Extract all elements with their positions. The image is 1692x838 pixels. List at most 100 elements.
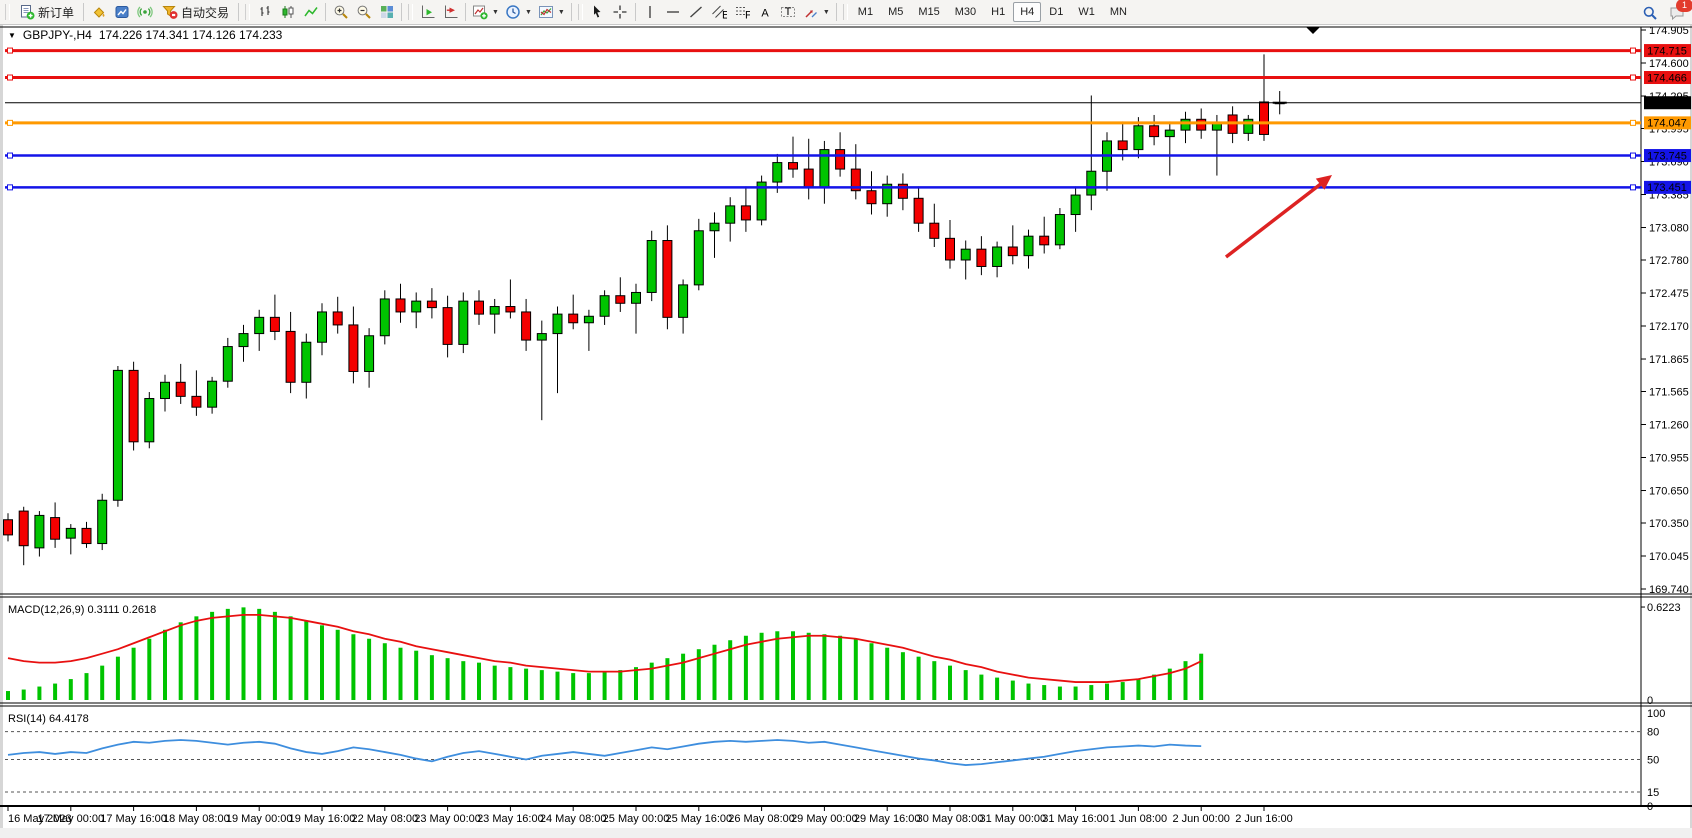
new-order-button[interactable]: 新订单 <box>13 1 80 23</box>
candle <box>144 392 155 449</box>
candle-body <box>740 205 751 221</box>
line-handle[interactable] <box>7 184 13 191</box>
candle-body <box>50 517 61 540</box>
price-badge <box>1644 44 1691 58</box>
templates-button[interactable]: ▼ <box>535 1 568 23</box>
candle-body <box>348 324 359 372</box>
zoom-in-button[interactable] <box>329 1 352 23</box>
horizontal-line-button[interactable] <box>662 1 685 23</box>
rsi-line <box>7 739 1202 766</box>
tab-timeframe-D1[interactable]: D1 <box>1042 2 1070 22</box>
candle-body <box>426 300 437 309</box>
line-handle[interactable] <box>7 47 13 54</box>
vertical-line-button[interactable] <box>639 1 662 23</box>
market-watch-button[interactable] <box>110 1 133 23</box>
toolbar-separator <box>325 3 327 21</box>
macd-histogram-bar <box>712 644 717 700</box>
crosshair-button[interactable] <box>609 1 632 23</box>
chart-shift-button[interactable] <box>439 1 462 23</box>
signals-button[interactable] <box>133 1 156 23</box>
chart-expand-icon[interactable]: ▼ <box>8 30 16 40</box>
bar-chart-button[interactable] <box>253 1 276 23</box>
tab-timeframe-H1[interactable]: H1 <box>984 2 1012 22</box>
trendline-button[interactable] <box>685 1 708 23</box>
bid-price-line: 174.233 <box>5 96 1691 110</box>
candle-body <box>913 197 924 224</box>
chart-canvas[interactable]: 174.905174.600174.295173.995173.690173.3… <box>0 25 1692 838</box>
text-button[interactable]: A <box>754 1 777 23</box>
candle-body <box>3 519 13 536</box>
tab-timeframe-M5[interactable]: M5 <box>881 2 910 22</box>
candle-body <box>897 183 908 199</box>
tile-windows-button[interactable] <box>375 1 398 23</box>
line-handle[interactable] <box>1630 152 1636 159</box>
search-button[interactable] <box>1638 2 1661 24</box>
macd-signal-line <box>7 613 1202 683</box>
channel-button[interactable]: E <box>708 1 731 23</box>
price-badge <box>1644 149 1691 163</box>
notifications-button[interactable]: 1 <box>1665 0 1692 24</box>
candle <box>709 212 720 258</box>
arrow-shaft[interactable] <box>1224 181 1324 259</box>
fibonacci-button[interactable]: F <box>731 1 754 23</box>
toolbar-grip[interactable] <box>577 4 583 20</box>
autotrade-button[interactable]: 自动交易 <box>156 1 235 23</box>
line-handle[interactable] <box>1630 74 1636 81</box>
periods-button[interactable]: ▼ <box>502 1 535 23</box>
cursor-button[interactable] <box>586 1 609 23</box>
candle <box>1164 121 1175 176</box>
toolbar-grip[interactable] <box>842 4 848 20</box>
text-label-button[interactable]: T <box>777 1 800 23</box>
line-handle[interactable] <box>7 119 13 126</box>
macd-histogram-bar <box>838 635 843 700</box>
auto-scroll-button[interactable] <box>416 1 439 23</box>
chart-shift-marker[interactable] <box>1306 27 1320 34</box>
indicators-button[interactable]: ▼ <box>469 1 502 23</box>
line-handle[interactable] <box>1630 184 1636 191</box>
price-line-174.466[interactable]: 174.466 <box>5 71 1691 84</box>
time-axis-label: 19 May 00:00 <box>226 813 293 825</box>
price-line-174.715[interactable]: 174.715 <box>5 44 1691 57</box>
tab-timeframe-W1[interactable]: W1 <box>1071 2 1102 22</box>
price-line-173.745[interactable]: 173.745 <box>5 149 1691 162</box>
candle-chart-button[interactable] <box>276 1 299 23</box>
macd-scale-top-label: 0.6223 <box>1647 602 1681 614</box>
candle <box>756 175 767 226</box>
trend-arrow-annotation[interactable] <box>1224 175 1332 259</box>
line-handle[interactable] <box>1630 47 1636 54</box>
candle-body <box>411 300 422 313</box>
tab-timeframe-M30[interactable]: M30 <box>948 2 983 22</box>
search-icon <box>1643 6 1657 20</box>
price-tick-label: 169.740 <box>1649 584 1689 596</box>
tab-timeframe-MN[interactable]: MN <box>1103 2 1134 22</box>
tab-timeframe-H4[interactable]: H4 <box>1013 2 1042 22</box>
candle <box>803 138 814 200</box>
tab-timeframe-M1[interactable]: M1 <box>851 2 880 22</box>
rsi-scale-label: 100 <box>1647 708 1665 720</box>
toolbar-separator <box>238 3 240 21</box>
styles-button[interactable] <box>87 1 110 23</box>
toolbar-grip[interactable] <box>408 4 414 20</box>
fibonacci-icon: F <box>736 7 750 20</box>
candle-body <box>552 313 563 335</box>
line-handle[interactable] <box>1630 119 1636 126</box>
price-line-174.047[interactable]: 174.047 <box>5 116 1691 130</box>
zoom-out-button[interactable] <box>352 1 375 23</box>
toolbar-grip[interactable] <box>245 4 251 20</box>
macd-histogram-bar <box>539 670 544 700</box>
price-line-173.451[interactable]: 173.451 <box>5 180 1691 194</box>
candle <box>583 309 594 351</box>
line-handle[interactable] <box>7 74 13 81</box>
macd-histogram-bar <box>115 656 120 700</box>
candle-body <box>332 311 343 326</box>
line-handle[interactable] <box>7 152 13 159</box>
candle-body <box>788 162 798 170</box>
candle-body <box>646 240 657 293</box>
text-label-icon: T <box>781 6 796 18</box>
tab-timeframe-M15[interactable]: M15 <box>911 2 946 22</box>
line-chart-button[interactable] <box>299 1 322 23</box>
macd-histogram-bar <box>445 658 450 700</box>
toolbar-grip[interactable] <box>5 4 10 20</box>
candle-body <box>583 315 594 324</box>
shapes-button[interactable]: ▼ <box>800 1 833 23</box>
